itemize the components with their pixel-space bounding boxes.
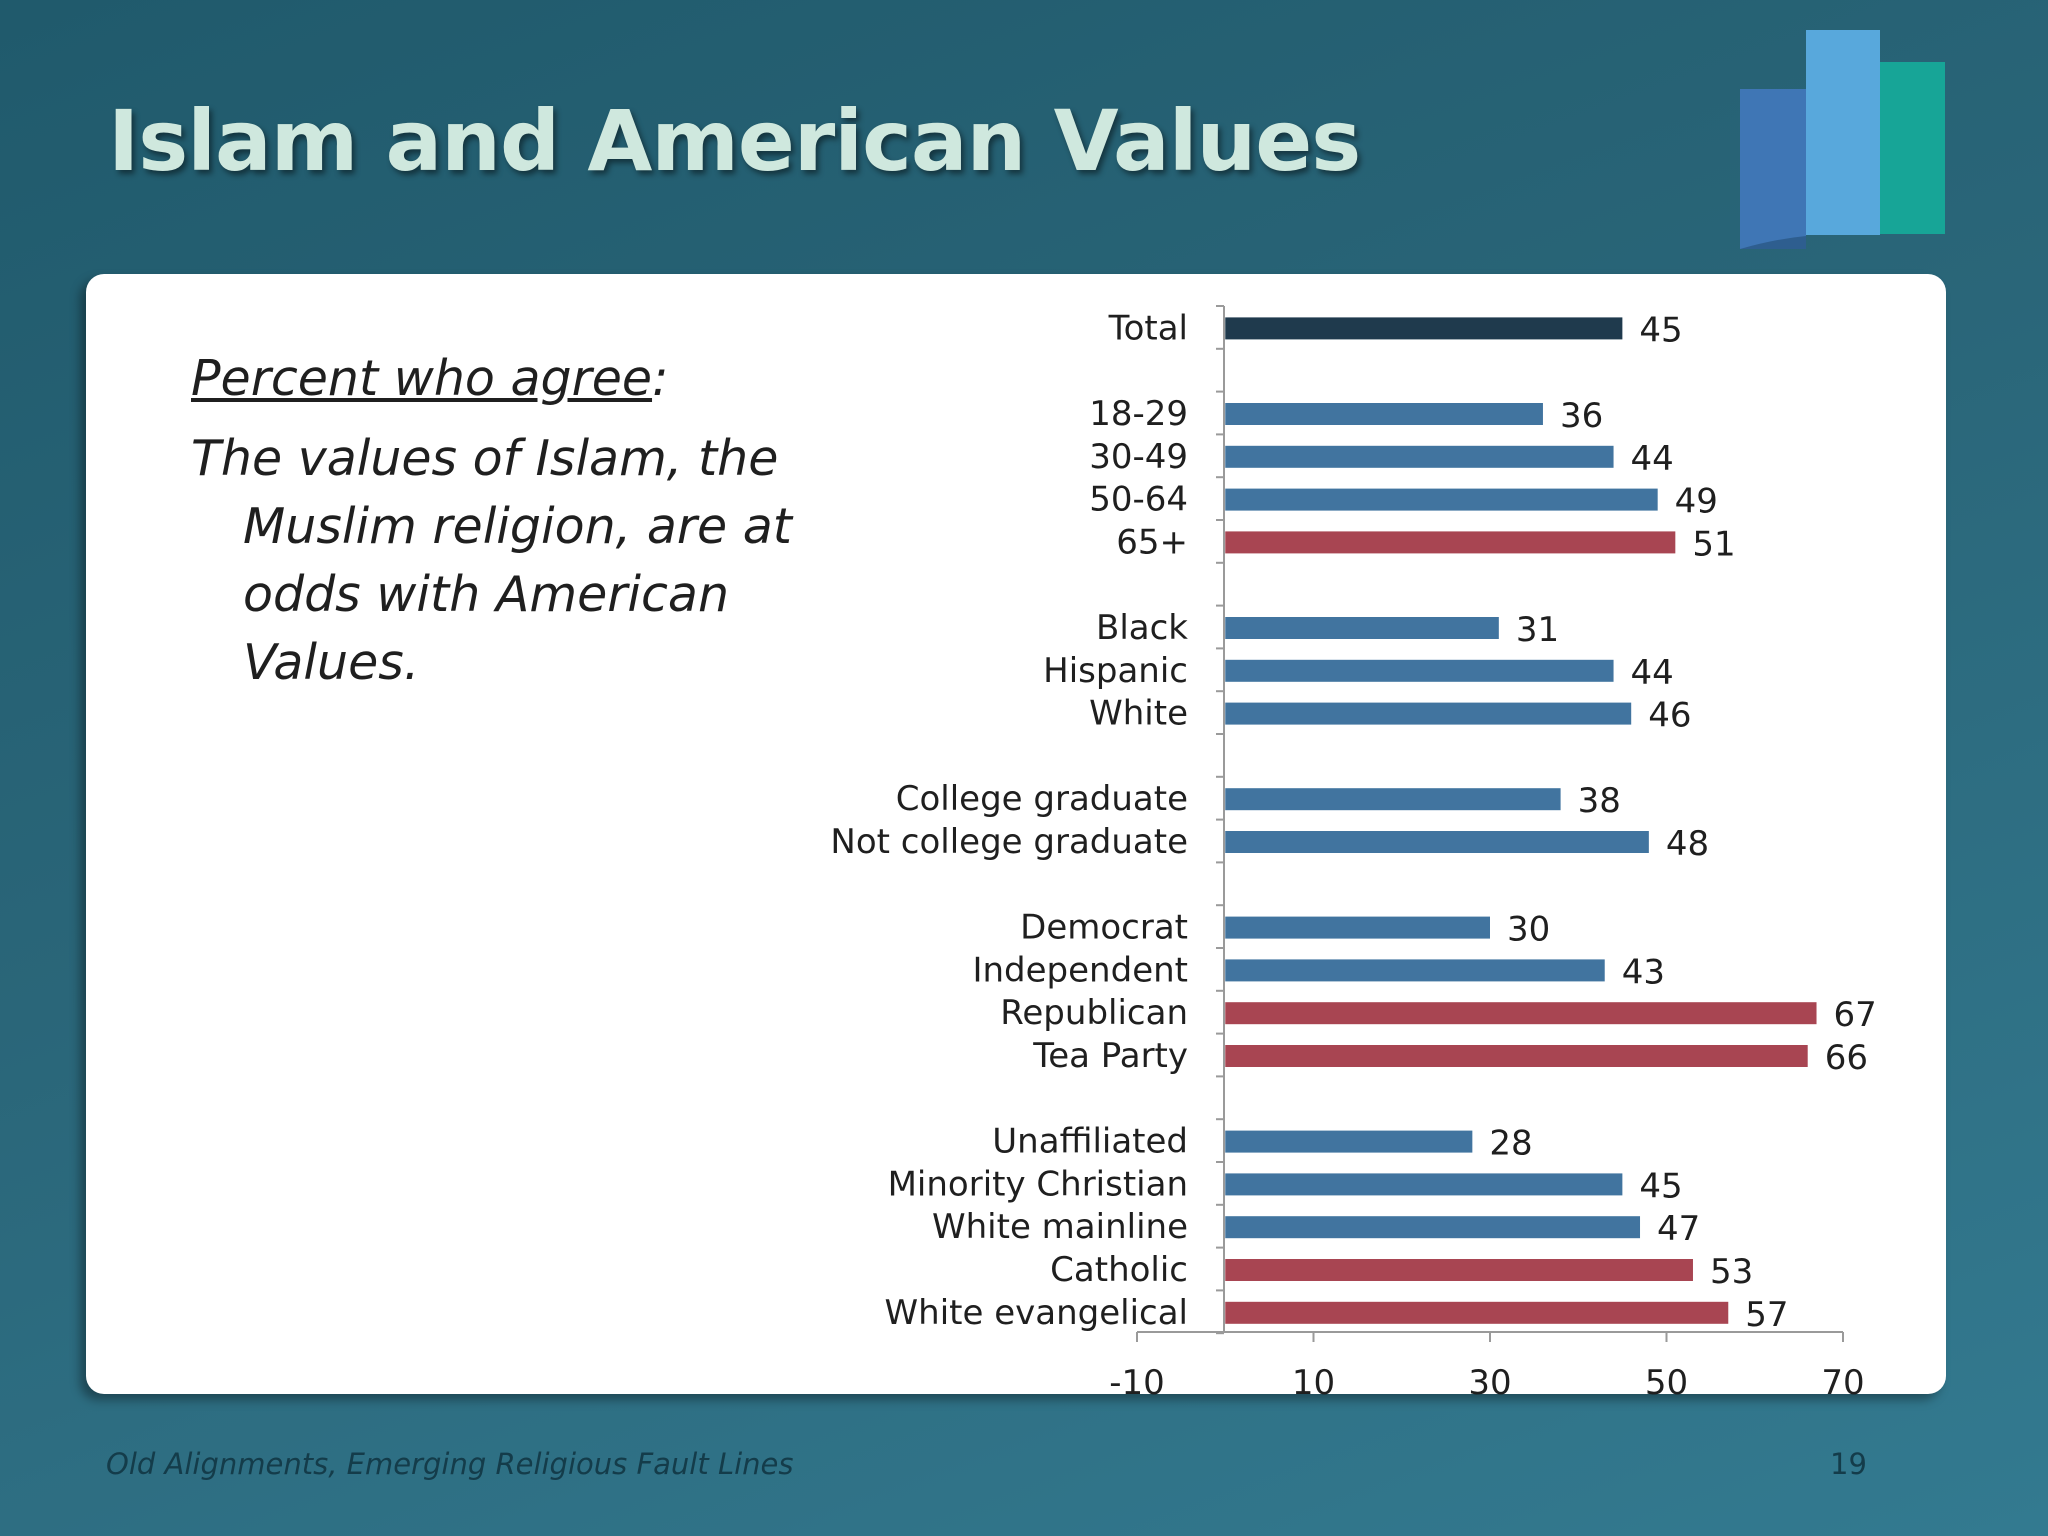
footer-title: Old Alignments, Emerging Religious Fault… [106, 1447, 794, 1481]
question-text-block: Percent who agree: The values of Islam, … [191, 350, 831, 697]
data-label: 44 [1631, 653, 1674, 693]
category-label: Unaffiliated [992, 1122, 1188, 1162]
category-label: White mainline [932, 1207, 1188, 1247]
category-label: Republican [1000, 993, 1188, 1033]
logo-bar-left [1740, 89, 1806, 249]
x-tick-label: -10 [1109, 1363, 1165, 1403]
page-number: 19 [1830, 1447, 1867, 1481]
category-label: Not college graduate [830, 822, 1188, 862]
data-label: 47 [1657, 1209, 1700, 1249]
x-tick-label: 70 [1821, 1363, 1864, 1403]
percent-agree-label: Percent who agree: [191, 350, 669, 407]
bar-republican [1225, 1002, 1817, 1025]
data-label: 45 [1639, 1166, 1682, 1206]
category-label: Total [1108, 308, 1188, 348]
bar-black [1225, 617, 1499, 639]
data-label: 36 [1560, 396, 1603, 436]
bar-30-49 [1225, 445, 1614, 468]
data-label: 51 [1692, 524, 1735, 564]
x-tick-label: 10 [1292, 1363, 1335, 1403]
data-label: 43 [1622, 952, 1665, 992]
data-label: 48 [1666, 824, 1709, 864]
data-label: 45 [1639, 310, 1682, 350]
data-label: 30 [1507, 910, 1550, 950]
category-label: College graduate [896, 779, 1188, 819]
category-label: 65+ [1116, 522, 1188, 562]
category-label: White [1089, 694, 1188, 734]
category-label: Independent [972, 950, 1188, 990]
bar-chart-logo-icon [1740, 30, 1945, 249]
bar-unaffiliated [1225, 1130, 1473, 1153]
category-label: 18-29 [1089, 394, 1188, 434]
survey-statement: The values of Islam, the Muslim religion… [191, 430, 792, 691]
bar-minority-christian [1225, 1173, 1623, 1196]
bar-catholic [1225, 1259, 1693, 1281]
category-label: 30-49 [1089, 437, 1188, 477]
data-label: 66 [1825, 1038, 1868, 1078]
category-label: Tea Party [1032, 1036, 1188, 1076]
data-label: 46 [1648, 696, 1691, 736]
x-tick-label: 50 [1645, 1363, 1688, 1403]
category-label: White evangelical [885, 1293, 1188, 1333]
x-tick-label: 30 [1468, 1363, 1511, 1403]
bar-hispanic [1225, 659, 1614, 682]
bar-tea-party [1225, 1045, 1808, 1067]
category-label: Hispanic [1043, 651, 1188, 691]
bar-total [1225, 317, 1623, 340]
logo-bar-middle [1806, 30, 1880, 235]
data-label: 44 [1631, 439, 1674, 479]
data-label: 28 [1489, 1124, 1532, 1164]
data-label: 49 [1675, 482, 1718, 522]
bar-white [1225, 702, 1632, 725]
category-label: Minority Christian [888, 1164, 1188, 1204]
bar-18-29 [1225, 403, 1543, 425]
slide-title: Islam and American Values [108, 92, 1361, 190]
data-label: 53 [1710, 1252, 1753, 1292]
logo-bar-right [1880, 62, 1945, 234]
data-label: 57 [1745, 1295, 1788, 1335]
data-label: 67 [1834, 995, 1877, 1035]
bar-not-college-graduate [1225, 831, 1649, 853]
category-label: Democrat [1020, 908, 1188, 948]
bar-white-mainline [1225, 1216, 1641, 1239]
category-label: 50-64 [1089, 480, 1188, 520]
data-label: 38 [1578, 781, 1621, 821]
bar-college-graduate [1225, 788, 1561, 811]
bar-independent [1225, 959, 1605, 982]
bar-democrat [1225, 916, 1490, 939]
bar-65- [1225, 531, 1676, 554]
data-label: 31 [1516, 610, 1559, 650]
category-label: Black [1096, 608, 1188, 648]
bar-white-evangelical [1225, 1301, 1729, 1324]
category-label: Catholic [1050, 1250, 1188, 1290]
bar-50-64 [1225, 488, 1658, 511]
